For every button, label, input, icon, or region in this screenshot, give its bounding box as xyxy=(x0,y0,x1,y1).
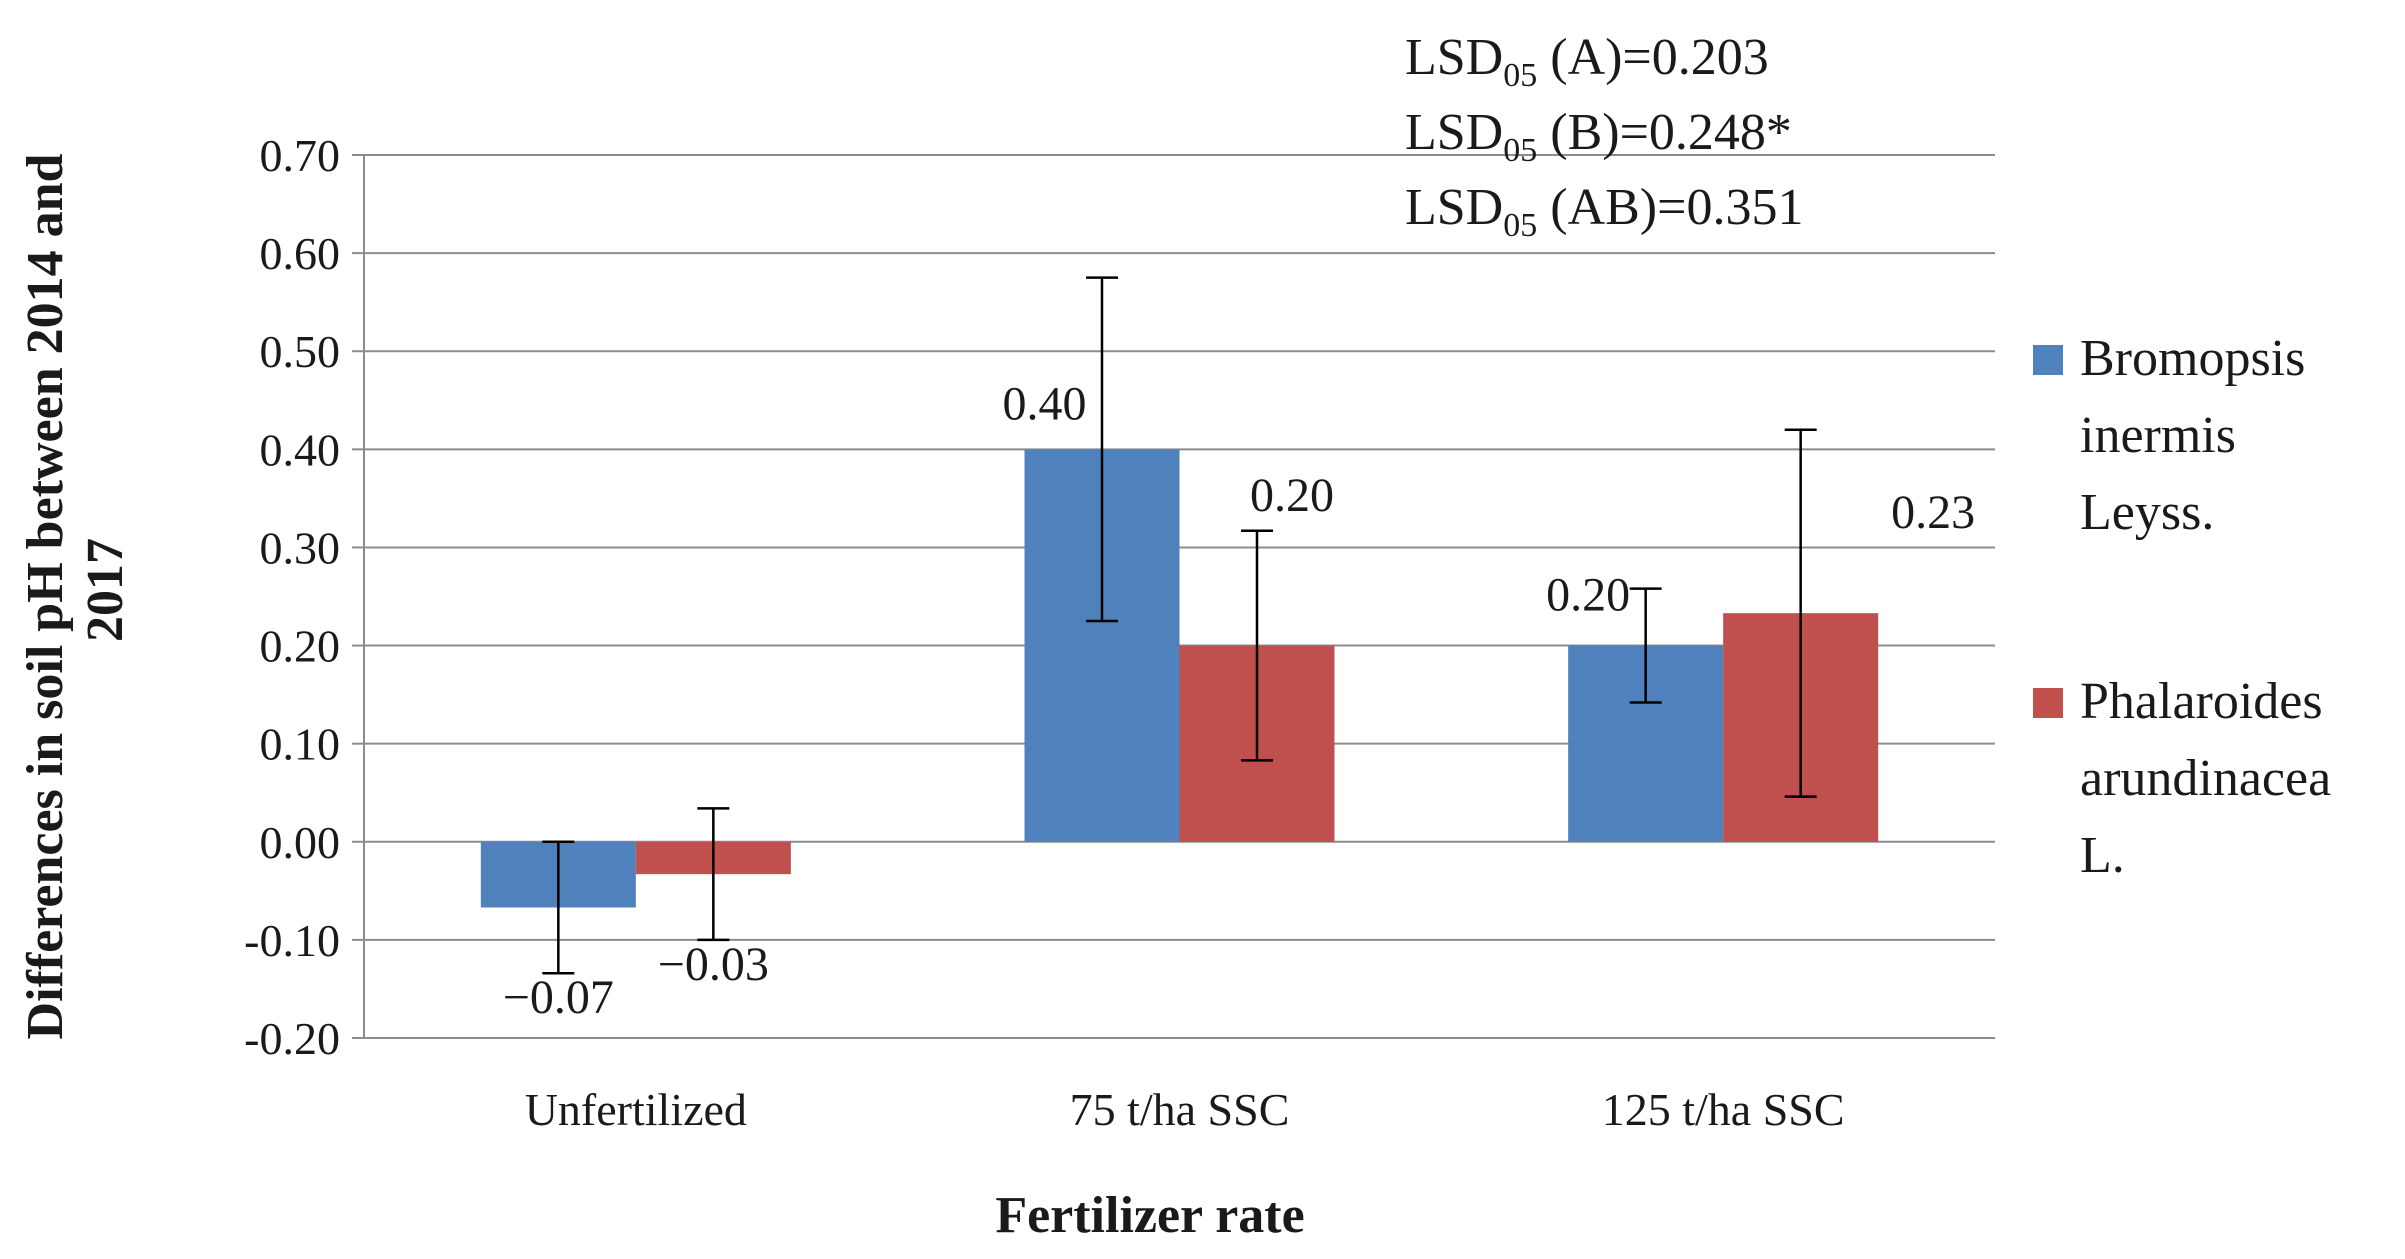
x-category-label: 125 t/ha SSC xyxy=(1602,1084,1845,1135)
bars xyxy=(480,449,1879,908)
legend-swatch[interactable] xyxy=(2033,688,2063,718)
y-tick-label: 0.30 xyxy=(260,522,341,573)
y-tick-label: 0.70 xyxy=(260,130,341,181)
legend-label[interactable]: inermis xyxy=(2080,407,2236,464)
error-bars xyxy=(542,276,1817,975)
y-tick-label: 0.60 xyxy=(260,228,341,279)
lsd-annotation: LSD05 (AB)=0.351 xyxy=(1405,179,1803,244)
lsd-annotations: LSD05 (A)=0.203 LSD05 (B)=0.248* LSD05 (AB… xyxy=(1405,29,1803,244)
data-label: −0.07 xyxy=(503,971,614,1024)
y-tick-label: 0.20 xyxy=(260,621,341,672)
x-axis-title: Fertilizer rate xyxy=(995,1187,1304,1244)
y-axis-title-line-1: Differences in soil pH between 2014 and xyxy=(17,153,74,1039)
legend-label[interactable]: L. xyxy=(2080,827,2125,884)
y-tick-label: -0.20 xyxy=(244,1013,340,1064)
data-label: 0.40 xyxy=(1003,377,1087,430)
legend-label[interactable]: arundinacea xyxy=(2080,750,2331,807)
legend[interactable]: Bromopsis inermis Leyss. Phalaroides arundin… xyxy=(2033,330,2331,884)
legend-label[interactable]: Bromopsis xyxy=(2080,330,2305,387)
legend-swatch[interactable] xyxy=(2033,345,2063,375)
legend-label[interactable]: Leyss. xyxy=(2080,484,2214,541)
y-tick-label: 0.10 xyxy=(260,719,341,770)
y-axis-title: Differences in soil pH between 2014 and … xyxy=(17,141,134,1040)
x-category-label: Unfertilized xyxy=(525,1084,747,1135)
data-label: 0.20 xyxy=(1546,569,1630,622)
lsd-annotation: LSD05 (A)=0.203 xyxy=(1405,29,1769,94)
lsd-annotation: LSD05 (B)=0.248* xyxy=(1405,104,1792,169)
data-label: −0.03 xyxy=(658,938,769,991)
data-label: 0.23 xyxy=(1891,486,1975,539)
axes: 0.70 0.60 0.50 0.40 0.30 0.20 0.10 0.00 -0.10 -0.… xyxy=(244,130,1844,1135)
y-axis-title-line-2: 2017 xyxy=(77,538,134,642)
y-tick-label: 0.50 xyxy=(260,326,341,377)
x-category-label: 75 t/ha SSC xyxy=(1070,1084,1290,1135)
data-labels: −0.07 0.40 0.20 −0.03 0.20 0.23 xyxy=(503,377,1975,1024)
legend-label[interactable]: Phalaroides xyxy=(2080,673,2323,730)
y-tick-label: 0.40 xyxy=(260,424,341,475)
y-tick-label: 0.00 xyxy=(260,817,341,868)
data-label: 0.20 xyxy=(1250,469,1334,522)
y-tick-label: -0.10 xyxy=(244,915,340,966)
